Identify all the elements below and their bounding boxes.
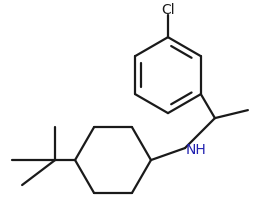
Text: Cl: Cl xyxy=(161,3,174,17)
Text: NH: NH xyxy=(186,143,207,157)
